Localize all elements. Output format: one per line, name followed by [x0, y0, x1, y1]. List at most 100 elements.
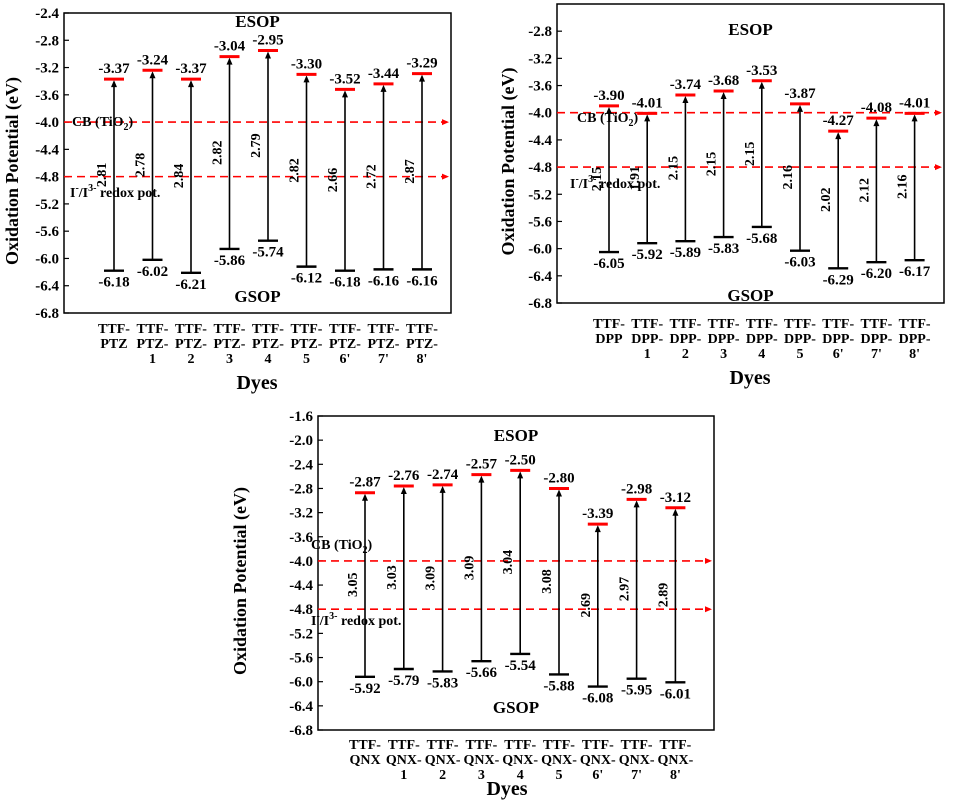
esop-value-label: -3.87	[784, 86, 816, 102]
transition-arrowhead	[362, 493, 368, 501]
dye-column: -2.98 -5.95 2.97 TTF-QNX-7'	[618, 481, 655, 783]
y-tick-label: -6.0	[289, 675, 313, 691]
gsop-value-label: -6.21	[175, 277, 206, 293]
dye-column: -3.74 -5.89 2.15 TTF-DPP-2	[666, 77, 701, 362]
esop-value-label: -3.37	[175, 61, 207, 77]
gap-value-label: 3.09	[462, 556, 477, 581]
dye-column: -3.44 -6.16 2.72 TTF-PTZ-7'	[365, 66, 400, 367]
y-tick-label: -2.4	[35, 6, 59, 22]
esop-value-label: -3.44	[368, 66, 400, 82]
y-tick-label: -3.6	[528, 79, 552, 95]
transition-arrowhead	[111, 80, 117, 88]
dye-column: -3.37 -6.18 2.81 TTF-PTZ	[95, 61, 130, 352]
esop-value-label: -2.87	[349, 475, 381, 491]
gap-value-label: 2.87	[403, 159, 418, 184]
reference-arrowhead	[442, 173, 449, 180]
y-tick-label: -4.8	[35, 170, 59, 186]
gsop-value-label: -5.68	[746, 231, 777, 247]
y-tick-label: -3.6	[289, 530, 313, 546]
esop-value-label: -3.30	[291, 56, 322, 72]
gsop-value-label: -5.74	[252, 245, 284, 261]
category-label: TTF-DPP-1	[631, 317, 663, 362]
transition-arrowhead	[594, 525, 601, 533]
y-axis-label: Oxidation Potential (eV)	[498, 68, 519, 256]
gsop-value-label: -6.03	[784, 255, 815, 271]
transition-arrowhead	[478, 475, 485, 483]
transition-arrowhead	[400, 487, 407, 495]
esop-value-label: -3.39	[582, 506, 613, 522]
transition-arrowhead	[188, 80, 194, 88]
gap-value-label: 2.84	[172, 164, 187, 189]
dye-column: -3.53 -5.68 2.15 TTF-DPP-4	[743, 63, 778, 362]
category-label: TTF-DPP-7'	[860, 317, 892, 362]
ptz-energy-panel: -2.4 -2.8 -3.2 -3.6 -4.0 -4.4 -4.8 -5.2 -5.6 -6.0…	[2, 6, 452, 394]
gap-value-label: 3.09	[424, 566, 439, 591]
category-label: TTF-DPP-8'	[899, 317, 931, 362]
y-tick-label: -4.8	[528, 160, 552, 176]
transition-arrowhead	[672, 508, 679, 516]
reference-arrowhead	[935, 109, 942, 116]
gap-value-label: 2.15	[743, 142, 758, 167]
category-label: TTF-QNX-6'	[580, 738, 616, 783]
y-tick-label: -3.2	[528, 51, 552, 67]
transition-arrowhead	[419, 74, 425, 82]
x-axis-label: Dyes	[729, 367, 770, 389]
gsop-value-label: -5.66	[466, 665, 498, 681]
y-tick-label: -5.2	[289, 626, 313, 642]
gsop-value-label: -6.18	[329, 275, 360, 291]
category-label: TTF-PTZ-1	[137, 322, 169, 367]
y-tick-label: -6.4	[35, 279, 59, 295]
y-tick-label: -6.8	[35, 306, 59, 322]
gap-value-label: 2.89	[656, 583, 671, 608]
category-label: TTF-QNX-5	[541, 738, 577, 783]
transition-arrowhead	[439, 485, 446, 493]
transition-arrowhead	[758, 81, 765, 89]
y-tick-label: -2.8	[289, 481, 313, 497]
y-tick-label: -4.0	[528, 106, 552, 122]
dye-column: -2.80 -5.88 3.08 TTF-QNX-5	[540, 470, 577, 783]
esop-value-label: -2.98	[621, 481, 652, 497]
y-tick-label: -2.4	[289, 457, 313, 473]
y-tick-label: -4.4	[35, 142, 59, 158]
esop-value-label: -2.80	[543, 470, 574, 486]
gsop-value-label: -5.83	[708, 241, 739, 257]
cb-tio2-label: CB (TiO2)	[311, 538, 372, 556]
gsop-value-label: -5.95	[621, 683, 652, 699]
dye-column: -2.74 -5.83 3.09 TTF-QNX-2	[424, 467, 461, 783]
reference-arrowhead	[935, 164, 942, 171]
qnx-energy-panel: -1.6 -2.0 -2.4 -2.8 -3.2 -3.6 -4.0 -4.4 -4.8 -5.2…	[230, 409, 715, 800]
category-label: TTF-PTZ-4	[252, 322, 284, 367]
gap-value-label: 3.03	[385, 565, 400, 590]
y-tick-label: -4.4	[289, 578, 313, 594]
dye-column: -3.29 -6.16 2.87 TTF-PTZ-8'	[403, 56, 438, 367]
esop-value-label: -3.53	[746, 63, 777, 79]
y-tick-label: -4.0	[35, 115, 59, 131]
gap-value-label: 3.04	[501, 550, 516, 575]
y-tick-label: -6.0	[528, 242, 552, 258]
gap-value-label: 2.15	[666, 156, 681, 181]
plot-frame	[556, 3, 945, 304]
esop-value-label: -3.52	[329, 71, 360, 87]
dye-column: -4.27 -6.29 2.02 TTF-DPP-6'	[819, 113, 854, 362]
category-label: TTF-PTZ-7'	[368, 322, 400, 367]
y-tick-label: -5.6	[35, 224, 59, 240]
esop-value-label: -3.12	[660, 490, 691, 506]
y-tick-label: -5.6	[289, 651, 313, 667]
esop-value-label: -4.01	[632, 95, 663, 111]
esop-value-label: -4.08	[861, 100, 892, 116]
gsop-value-label: -6.20	[861, 266, 892, 282]
cb-tio2-label: CB (TiO2)	[72, 115, 133, 133]
category-label: TTF-QNX-4	[502, 738, 538, 783]
y-tick-label: -6.8	[289, 723, 313, 739]
transition-arrowhead	[873, 119, 880, 127]
gsop-value-label: -5.88	[543, 678, 574, 694]
gsop-value-label: -6.17	[899, 264, 931, 280]
gsop-value-label: -5.79	[388, 673, 419, 689]
transition-arrowhead	[720, 91, 727, 99]
y-tick-label: -5.6	[528, 214, 552, 230]
esop-value-label: -3.74	[670, 77, 702, 93]
category-label: TTF-QNX-8'	[658, 738, 694, 783]
reference-arrowhead	[442, 119, 449, 126]
transition-arrowhead	[380, 84, 387, 92]
cb-tio2-label: CB (TiO2)	[577, 111, 638, 129]
